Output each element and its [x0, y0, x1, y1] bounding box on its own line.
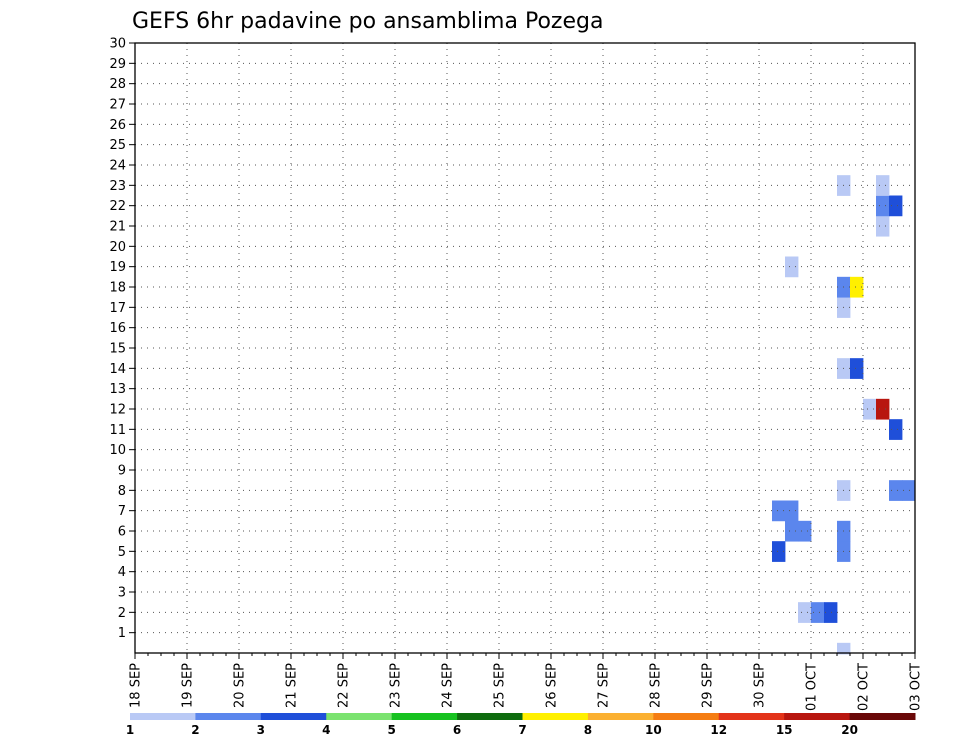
y-tick-label: 30 — [109, 37, 126, 52]
y-tick-label: 20 — [109, 240, 126, 255]
y-tick-label: 17 — [109, 301, 126, 316]
x-tick-label: 20 SEP — [233, 663, 248, 708]
heatmap-cell — [824, 602, 838, 623]
y-tick-label: 3 — [118, 586, 126, 601]
y-tick-label: 11 — [109, 423, 126, 438]
heatmap-cell — [876, 175, 890, 196]
heatmap-cell — [889, 480, 903, 501]
axes: 1234567891011121314151617181920212223242… — [109, 37, 923, 711]
heatmap-cell — [785, 520, 799, 542]
colorbar-label: 12 — [710, 723, 727, 737]
heatmap-cell — [889, 419, 903, 440]
heatmap-cell — [772, 541, 786, 562]
heatmap-cells — [772, 175, 916, 655]
colorbar-label: 1 — [126, 723, 134, 737]
colorbar-swatch — [195, 713, 262, 720]
x-tick-label: 24 SEP — [441, 663, 456, 708]
colorbar-swatch — [784, 713, 851, 720]
colorbar-label: 5 — [387, 723, 395, 737]
y-tick-label: 9 — [118, 464, 126, 479]
heatmap-cell — [850, 358, 864, 379]
y-tick-label: 13 — [109, 382, 126, 397]
x-tick-label: 18 SEP — [129, 663, 144, 708]
y-tick-label: 16 — [109, 321, 126, 336]
x-tick-label: 25 SEP — [493, 663, 508, 708]
colorbar-swatch — [718, 713, 785, 720]
heatmap-cell — [811, 602, 825, 623]
colorbar-label: 20 — [841, 723, 858, 737]
y-tick-label: 6 — [118, 525, 126, 540]
y-tick-label: 19 — [109, 260, 126, 275]
y-tick-label: 18 — [109, 281, 126, 296]
colorbar-swatch — [849, 713, 916, 720]
heatmap-cell — [876, 215, 890, 237]
colorbar-swatch — [587, 713, 654, 720]
colorbar-label: 7 — [518, 723, 526, 737]
y-tick-label: 12 — [109, 403, 126, 418]
y-tick-label: 10 — [109, 443, 126, 458]
y-tick-label: 8 — [118, 484, 126, 499]
x-tick-label: 21 SEP — [285, 663, 300, 708]
y-tick-label: 25 — [109, 138, 126, 153]
colorbar-swatch — [260, 713, 327, 720]
colorbar-swatch — [130, 713, 196, 720]
y-tick-label: 4 — [118, 565, 126, 580]
colorbar-label: 2 — [191, 723, 199, 737]
heatmap-cell — [863, 398, 877, 420]
y-tick-label: 7 — [118, 504, 126, 519]
y-tick-label: 23 — [109, 179, 126, 194]
x-tick-label: 01 OCT — [805, 663, 820, 711]
x-tick-label: 19 SEP — [181, 663, 196, 708]
x-tick-label: 28 SEP — [649, 663, 664, 708]
heatmap-cell — [876, 195, 890, 217]
heatmap-cell — [785, 500, 799, 522]
heatmap-cell — [850, 276, 864, 298]
heatmap-cell — [798, 520, 812, 542]
y-tick-label: 5 — [118, 545, 126, 560]
heatmap-cell — [837, 642, 851, 655]
x-tick-label: 02 OCT — [857, 663, 872, 711]
x-tick-label: 23 SEP — [389, 663, 404, 708]
y-tick-label: 27 — [109, 98, 126, 113]
heatmap-cell — [772, 500, 786, 522]
colorbar: 1 2 3 4 5 6 7 8 10 12 15 20 — [126, 713, 916, 737]
colorbar-swatch — [457, 713, 523, 720]
y-tick-label: 26 — [109, 118, 126, 133]
x-tick-label: 26 SEP — [545, 663, 560, 708]
y-tick-label: 24 — [109, 159, 126, 174]
grid — [135, 43, 915, 653]
colorbar-swatch — [391, 713, 458, 720]
x-tick-label: 30 SEP — [753, 663, 768, 708]
colorbar-label: 10 — [645, 723, 662, 737]
y-tick-label: 14 — [109, 362, 126, 377]
chart-title: GEFS 6hr padavine po ansamblima Pozega — [132, 9, 603, 34]
colorbar-swatch — [522, 713, 589, 720]
heatmap-cell — [902, 480, 916, 501]
heatmap-cell — [876, 398, 890, 420]
colorbar-swatch — [653, 713, 720, 720]
y-tick-label: 1 — [118, 626, 126, 641]
colorbar-label: 4 — [322, 723, 330, 737]
y-tick-label: 15 — [109, 342, 126, 357]
colorbar-swatch — [326, 713, 393, 720]
heatmap-cell — [798, 602, 812, 623]
x-tick-label: 22 SEP — [337, 663, 352, 708]
heatmap-cell — [785, 256, 799, 278]
y-tick-label: 21 — [109, 220, 126, 235]
y-tick-label: 29 — [109, 57, 126, 72]
x-tick-label: 03 OCT — [909, 663, 924, 711]
colorbar-label: 6 — [453, 723, 461, 737]
x-tick-label: 29 SEP — [701, 663, 716, 708]
heatmap-cell — [889, 195, 903, 217]
colorbar-label: 8 — [584, 723, 592, 737]
y-tick-label: 22 — [109, 199, 126, 214]
y-tick-label: 28 — [109, 77, 126, 92]
colorbar-label: 3 — [257, 723, 265, 737]
colorbar-label: 15 — [776, 723, 793, 737]
x-tick-label: 27 SEP — [597, 663, 612, 708]
y-tick-label: 2 — [118, 606, 126, 621]
